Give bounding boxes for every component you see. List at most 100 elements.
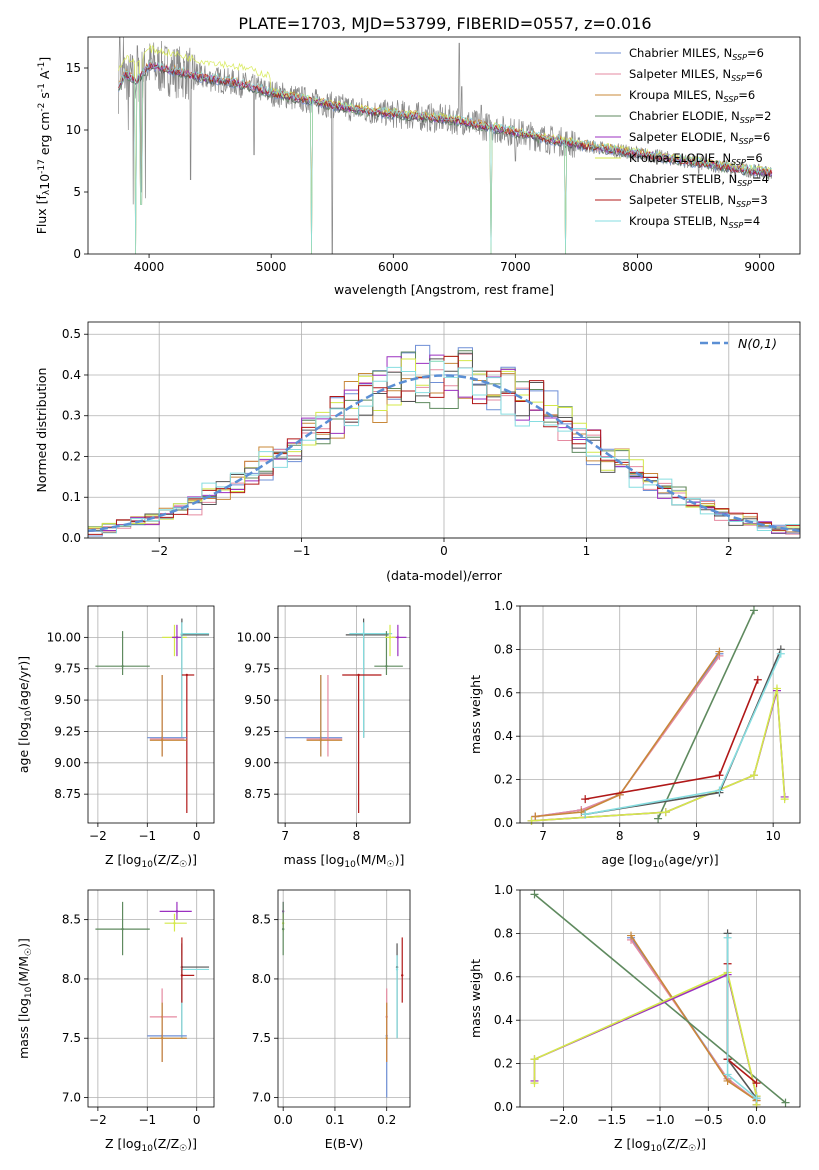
legend-label-sub: SSP [736, 200, 751, 209]
series-marker [527, 816, 536, 825]
y-axis-label-part: 10 [37, 174, 52, 190]
x-tick-label: 6000 [378, 260, 409, 274]
data-point [362, 632, 365, 635]
y-tick-label: 9.75 [244, 662, 271, 676]
series-marker [581, 795, 590, 804]
y-tick-label: 0.8 [494, 642, 513, 656]
data-point [160, 739, 164, 742]
x-tick-label: −1 [138, 1113, 156, 1127]
x-tick-label: 4000 [134, 260, 165, 274]
y-axis-label-part: s [37, 92, 52, 103]
x-axis-label-part: 10 [650, 1144, 662, 1154]
y-tick-label: 15 [66, 61, 81, 75]
y-axis-label: mass [log10(M/M☉)] [16, 938, 34, 1059]
y-tick-label: 0.1 [62, 490, 81, 504]
legend-label: Chabrier ELODIE, NSSP=2 [629, 109, 771, 125]
data-point [121, 927, 124, 931]
y-axis-label-part: -17 [37, 159, 47, 174]
histogram-kroupa-stelib [88, 360, 800, 534]
y-tick-label: 8.5 [62, 913, 81, 927]
data-point [160, 1037, 164, 1040]
data-point [319, 739, 323, 742]
series-marker [530, 1079, 539, 1088]
y-axis-label-part: (M/M [16, 956, 31, 987]
x-axis-label: Z [log10(Z/Z☉)] [614, 1136, 706, 1154]
series-marker [661, 808, 670, 817]
z-mass-panel: −2 −1 07.07.58.08.5Z [log10(Z/Z☉)]mass [lo… [16, 889, 215, 1154]
residuals-plot [88, 344, 800, 537]
x-tick-label: −1.5 [597, 1113, 626, 1127]
model-spectrum-kroupa-stelib [118, 60, 773, 254]
y-axis-label-part: (age/yr)] [16, 656, 31, 711]
series-line-chabrier-elodie [533, 893, 787, 1104]
series-marker [530, 890, 539, 899]
legend-label: Salpeter ELODIE, NSSP=6 [629, 130, 770, 146]
series-marker [780, 795, 789, 804]
x-axis-label: Z [log10(Z/Z☉)] [105, 852, 197, 870]
legend-label: Chabrier STELIB, NSSP=4 [629, 172, 769, 188]
data-point [388, 636, 392, 639]
residuals-panel: −2 −1 0 1 2 0.0 0.1 0.2 0.3 0.4 0.5 N(0,1) (data-mod… [34, 321, 801, 583]
figure-title: PLATE=1703, MJD=53799, FIBERID=0557, z=0… [238, 14, 651, 33]
data-point [185, 673, 189, 677]
x-axis-label-part: age [log [601, 852, 652, 867]
x-axis-label-part: )] [395, 852, 405, 867]
x-tick-label: −2.0 [549, 1113, 578, 1127]
data-point [385, 1037, 388, 1040]
y-tick-label: 0.8 [494, 926, 513, 940]
y-tick-label: 8.0 [62, 972, 81, 986]
series-marker [715, 771, 724, 780]
series-marker [749, 771, 758, 780]
legend-label-sub: SSP [731, 74, 746, 83]
y-tick-label: 8.0 [252, 972, 271, 986]
series-marker [776, 649, 785, 658]
x-axis-label-part: Z [log [105, 1136, 141, 1151]
x-axis-label: Z [log10(Z/Z☉)] [105, 1136, 197, 1154]
x-tick-label: 0.2 [377, 1113, 396, 1127]
legend-label-name: Chabrier MILES, N [629, 46, 732, 60]
x-axis-label: E(B-V) [325, 1136, 364, 1151]
axes-frame [277, 889, 411, 1108]
legend-label: Kroupa MILES, NSSP=6 [629, 88, 755, 104]
x-tick-label: 8000 [622, 260, 653, 274]
x-tick-label: 0.1 [325, 1113, 344, 1127]
y-tick-label: 7.5 [62, 1031, 81, 1045]
x-axis-label-part: (Z/Z [153, 852, 179, 867]
legend-label-sub: SSP [737, 179, 752, 188]
data-point [173, 922, 176, 925]
x-tick-label: 0.0 [274, 1113, 293, 1127]
legend-label-value: =4 [743, 214, 760, 228]
legend-label-name: Chabrier STELIB, N [629, 172, 737, 186]
legend-label-value: =2 [755, 109, 772, 123]
legend-label-name: Kroupa ELODIE, N [629, 151, 731, 165]
y-tick-label: 0.0 [494, 816, 513, 830]
ebv-mass-panel: 0.0 0.1 0.2 7.0 7.5 8.0 8.5 E(B-V) [252, 889, 411, 1151]
x-tick-label: −2 [150, 544, 168, 558]
y-tick-label: 9.50 [54, 693, 81, 707]
y-axis-label-part: 10 [24, 710, 34, 722]
data-point [385, 665, 388, 668]
series-marker [627, 931, 636, 940]
axes-frame [277, 605, 411, 824]
y-tick-label: 9.25 [54, 724, 81, 738]
legend-label-value: =6 [746, 151, 763, 165]
x-tick-label: 1 [583, 544, 591, 558]
legend-label-value: =6 [747, 46, 764, 60]
y-tick-label: 0.0 [62, 531, 81, 545]
x-tick-label: −1 [293, 544, 311, 558]
x-axis-label-part: ☉ [179, 860, 187, 870]
y-tick-label: 8.75 [54, 787, 81, 801]
y-axis-label-part: -1 [37, 83, 47, 92]
x-tick-label: 0 [193, 829, 201, 843]
y-axis-label-part: 10 [24, 986, 34, 998]
y-axis-label-part: A [37, 70, 52, 83]
series-marker [530, 1055, 539, 1064]
spectrum-panel: 4000 5000 6000 7000 8000 9000 0 5 10 15 Chabrier M… [34, 36, 801, 297]
legend-label-name: Chabrier ELODIE, N [629, 109, 740, 123]
x-axis-label-part: )] [187, 852, 197, 867]
legend-label-value: =3 [751, 193, 768, 207]
y-axis-label: mass weight [468, 959, 483, 1038]
y-axis-label-part: mass [log [16, 998, 31, 1059]
y-axis-label: mass weight [468, 675, 483, 754]
